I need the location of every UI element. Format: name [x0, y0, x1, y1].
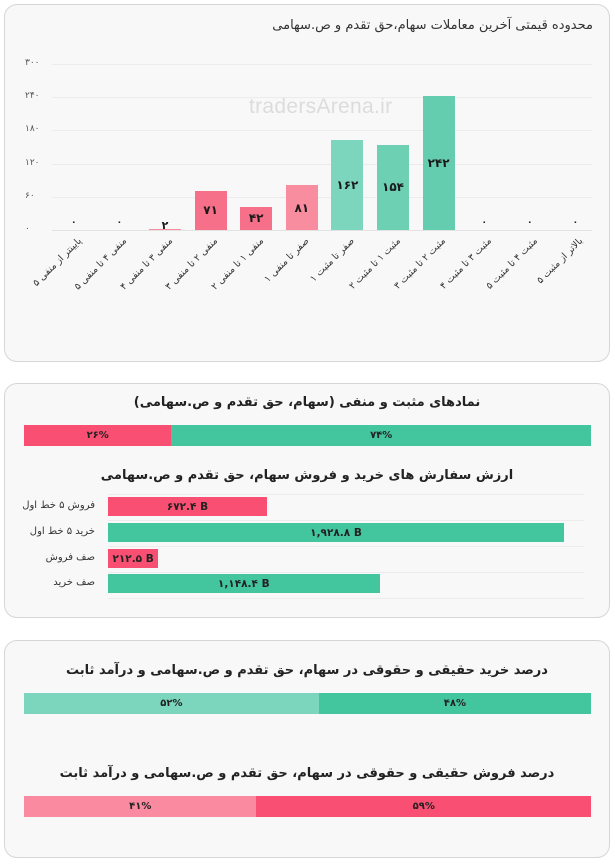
gridline — [52, 163, 592, 165]
order-value-bar[interactable]: ۱,۱۴۸.۴ B — [108, 574, 380, 593]
order-row: فروش ۵ خط اول ۶۷۲.۴ B — [5, 497, 611, 519]
zero-value-label: ۰ — [481, 218, 487, 228]
y-axis-tick: ۱۸۰ — [25, 124, 40, 135]
order-value-bar[interactable]: ۲۱۲.۵ B — [108, 549, 159, 568]
order-value-bar[interactable]: ۱,۹۲۸.۸ B — [108, 523, 564, 542]
gridline — [52, 130, 592, 132]
x-axis-label: بالاتر از مثبت ۵ — [534, 235, 586, 287]
chart-bar[interactable]: ۷۱ — [194, 190, 227, 230]
buy-stacked-bar: ۵۲% ۴۸% — [24, 693, 591, 714]
posneg-stacked-bar: ۲۶% ۷۴% — [24, 425, 591, 446]
y-axis-tick: ۳۰۰ — [25, 58, 40, 68]
chart-bar[interactable]: ۸۱ — [285, 185, 318, 230]
gridline — [52, 97, 592, 99]
x-axis-label: صفر تا مثبت ۱ — [308, 235, 358, 285]
y-axis-tick: ۲۴۰ — [25, 91, 40, 102]
watermark: tradersArena.ir — [249, 95, 393, 118]
gridline — [108, 494, 584, 495]
buy-right-segment: ۴۸% — [318, 693, 591, 714]
market-summary-card: نمادهای مثبت و منفی (سهام، حق تقدم و ص.س… — [4, 383, 610, 618]
positive-segment: ۷۴% — [171, 425, 591, 446]
y-axis-tick: ۶۰ — [25, 190, 35, 201]
gridline — [52, 64, 592, 65]
gridline — [52, 196, 592, 198]
y-axis-tick: ۰ — [25, 224, 30, 234]
sell-percent-title: درصد فروش حقیقی و حقوقی در سهام، حق تقدم… — [59, 766, 555, 781]
zero-value-label: ۰ — [572, 218, 579, 228]
chart-bar[interactable]: ۲ — [149, 219, 181, 232]
order-row: صف فروش ۲۱۲.۵ B — [5, 549, 611, 571]
buy-left-segment: ۵۲% — [24, 693, 319, 714]
posneg-title: نمادهای مثبت و منفی (سهام، حق تقدم و ص.س… — [133, 395, 481, 410]
price-range-chart: tradersArena.ir ۰ ۶۰ ۱۲۰ ۱۸۰ ۲۴۰ ۳۰۰ ۰ پایینتر … — [5, 5, 611, 363]
zero-value-label: ۰ — [116, 218, 123, 228]
orders-title: ارزش سفارش های خرید و فروش سهام، حق تقدم… — [100, 468, 514, 483]
order-row: خرید ۵ خط اول ۱,۹۲۸.۸ B — [5, 523, 611, 545]
order-row-label: خرید ۵ خط اول — [29, 526, 95, 537]
gridline — [108, 598, 584, 599]
gridline — [52, 230, 592, 231]
price-range-title: محدوده قیمتی آخرین معاملات سهام،حق تقدم … — [272, 18, 593, 33]
y-axis-tick: ۱۲۰ — [25, 157, 40, 168]
sell-right-segment: ۵۹% — [256, 796, 591, 817]
zero-value-label: ۰ — [71, 218, 77, 228]
negative-segment: ۲۶% — [24, 425, 172, 446]
price-range-card: محدوده قیمتی آخرین معاملات سهام،حق تقدم … — [4, 4, 610, 362]
order-row: صف خرید ۱,۱۴۸.۴ B — [5, 574, 611, 596]
x-axis-label: صفر تا منفی ۱ — [262, 235, 312, 285]
order-row-label: صف فروش — [45, 552, 95, 563]
chart-bar[interactable]: ۱۵۴ — [377, 144, 409, 230]
chart-bar[interactable]: ۴۲ — [240, 206, 273, 230]
sell-stacked-bar: ۴۱% ۵۹% — [24, 796, 591, 817]
chart-bar[interactable]: ۱۶۲ — [331, 140, 364, 230]
real-legal-card: درصد خرید حقیقی و حقوقی در سهام، حق تقدم… — [4, 640, 610, 858]
order-row-label: صف خرید — [53, 577, 95, 588]
gridline — [108, 520, 584, 521]
zero-value-label: ۰ — [527, 218, 533, 228]
gridline — [108, 546, 584, 547]
order-value-bar[interactable]: ۶۷۲.۴ B — [108, 497, 267, 516]
buy-percent-title: درصد خرید حقیقی و حقوقی در سهام، حق تقدم… — [66, 663, 548, 678]
gridline — [108, 572, 584, 573]
order-row-label: فروش ۵ خط اول — [22, 500, 95, 511]
sell-left-segment: ۴۱% — [24, 796, 257, 817]
chart-bar[interactable]: ۲۴۲ — [422, 96, 455, 230]
